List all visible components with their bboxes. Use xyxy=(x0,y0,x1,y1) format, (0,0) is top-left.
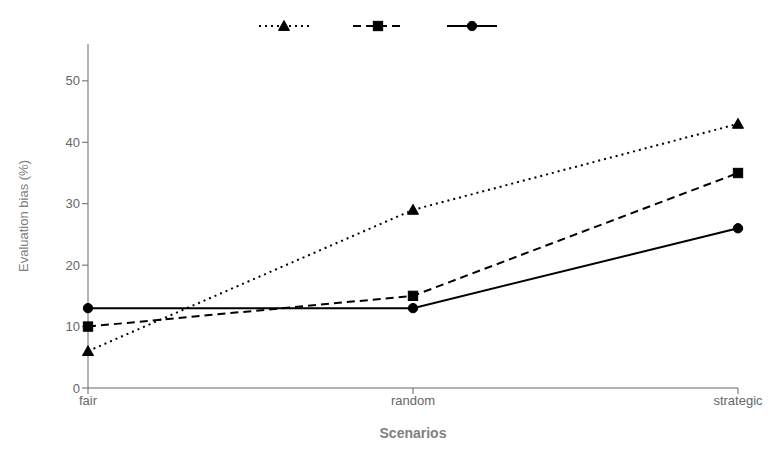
svg-text:10: 10 xyxy=(66,319,80,334)
svg-text:30: 30 xyxy=(66,196,80,211)
svg-text:40: 40 xyxy=(66,135,80,150)
svg-text:Scenarios: Scenarios xyxy=(380,425,447,441)
svg-text:50: 50 xyxy=(66,73,80,88)
svg-text:fair: fair xyxy=(79,393,98,408)
svg-text:Evaluation bias (%): Evaluation bias (%) xyxy=(16,160,31,272)
svg-text:0: 0 xyxy=(73,381,80,396)
svg-text:strategic: strategic xyxy=(713,393,763,408)
svg-text:20: 20 xyxy=(66,258,80,273)
svg-text:random: random xyxy=(391,393,435,408)
